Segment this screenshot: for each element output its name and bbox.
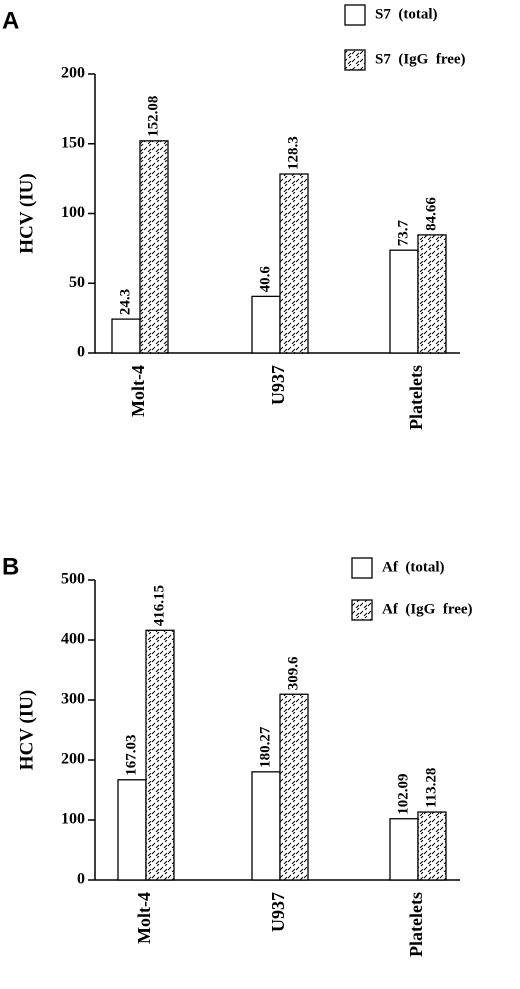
x-tick-label: Molt-4 [134,892,154,944]
y-axis-label: HCV (IU) [16,173,37,253]
bar [389,818,419,881]
data-label: 84.66 [423,197,439,231]
y-tick-label: 0 [77,344,85,361]
data-label: 128.3 [285,136,301,170]
panel-label: B [2,553,19,580]
data-label: 167.03 [123,735,139,776]
data-label: 152.08 [145,96,161,137]
legend-swatch [344,4,366,26]
y-tick-label: 0 [77,871,85,888]
data-label: 40.6 [257,266,273,293]
legend-label: S7 (IgG free) [375,51,466,67]
y-tick-label: 500 [61,571,85,588]
legend-swatch [344,49,366,71]
data-label: 102.09 [395,773,411,814]
bar [279,693,309,881]
bar [389,249,419,354]
x-tick-label: Molt-4 [128,365,148,417]
data-label: 113.28 [423,768,439,808]
y-tick-label: 50 [69,274,85,291]
legend-label: Af (IgG free) [382,601,473,617]
bar [139,140,169,354]
y-tick-label: 100 [61,204,85,221]
x-tick-label: U937 [268,365,288,405]
data-label: 73.7 [395,219,411,246]
legend-swatch [351,599,373,621]
bar [251,295,281,354]
bar [117,779,147,881]
y-tick-label: 200 [61,751,85,768]
bar [145,629,175,881]
bar [251,771,281,881]
panel-label: A [2,7,19,34]
y-tick-label: 150 [61,134,85,151]
y-axis-label: HCV (IU) [16,690,37,770]
data-label: 309.6 [285,656,301,690]
data-label: 24.3 [117,289,133,315]
y-tick-label: 100 [61,811,85,828]
x-tick-label: Platelets [406,365,426,430]
legend-label: S7 (total) [375,6,438,22]
bar [111,318,141,354]
bar [417,811,447,881]
y-tick-label: 300 [61,691,85,708]
legend-label: Af (total) [382,559,444,575]
data-label: 180.27 [257,726,273,768]
y-tick-label: 200 [61,65,85,82]
x-tick-label: U937 [268,892,288,932]
legend-swatch [351,557,373,579]
x-tick-label: Platelets [406,892,426,957]
y-tick-label: 400 [61,631,85,648]
bar [417,234,447,354]
data-label: 416.15 [151,585,167,626]
bar [279,173,309,354]
